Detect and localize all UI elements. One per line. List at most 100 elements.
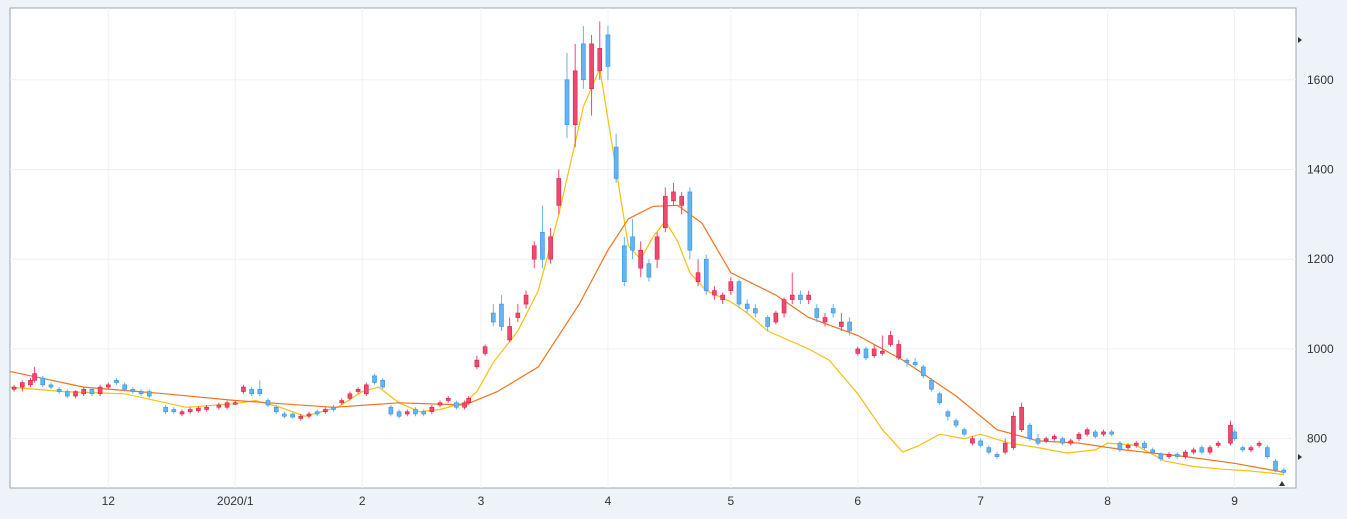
candle-body — [765, 317, 770, 327]
candle-down — [1199, 445, 1205, 455]
candle-body — [282, 413, 287, 417]
candle-down — [736, 279, 742, 309]
candle-up — [97, 384, 103, 397]
candle-up — [1191, 447, 1196, 455]
candle-body — [1035, 438, 1041, 444]
candle-body — [515, 312, 521, 318]
candle-body — [347, 393, 353, 399]
candle-up — [1125, 443, 1131, 450]
candle-body — [19, 382, 25, 388]
x-tick-label: 5 — [727, 494, 734, 508]
candle-body — [413, 409, 418, 415]
candle-up — [306, 411, 312, 419]
candle-down — [961, 427, 967, 437]
candle-up — [1043, 436, 1049, 444]
candle-up — [671, 182, 676, 206]
candle-down — [265, 398, 271, 408]
candle-body — [1228, 424, 1233, 444]
candle-down — [1174, 452, 1180, 459]
candle-body — [589, 43, 594, 90]
candle-down — [1035, 434, 1041, 446]
candle-up — [298, 413, 304, 421]
candle-down — [146, 389, 152, 399]
candle-body — [896, 344, 902, 359]
candle-down — [646, 259, 652, 282]
candle-up — [474, 355, 480, 370]
candle-body — [581, 43, 586, 81]
candle-down — [163, 405, 168, 414]
candle-body — [323, 409, 328, 413]
candle-body — [572, 70, 578, 125]
price-markers — [1279, 37, 1302, 486]
candle-up — [880, 335, 885, 356]
candle-up — [429, 405, 435, 414]
candle-down — [929, 378, 934, 392]
candle-body — [970, 438, 975, 444]
candle-body — [1240, 447, 1246, 451]
candle-up — [871, 344, 877, 358]
candle-down — [1265, 445, 1270, 459]
candle-down — [1117, 440, 1123, 453]
candle-up — [789, 272, 795, 305]
candle-up — [11, 384, 17, 392]
candle-body — [396, 411, 402, 417]
candle-down — [847, 317, 852, 336]
candle-down — [114, 378, 119, 385]
candle-down — [912, 357, 918, 367]
candle-up — [339, 398, 345, 406]
candle-body — [654, 236, 660, 260]
candle-body — [961, 429, 967, 435]
candle-body — [482, 346, 488, 354]
candle-body — [605, 34, 611, 67]
candle-up — [662, 187, 668, 233]
candle-body — [130, 389, 136, 392]
candle-up — [572, 43, 578, 148]
candle-up — [1215, 440, 1221, 448]
candle-down — [380, 378, 385, 390]
candle-body — [564, 79, 570, 125]
candle-body — [28, 380, 33, 386]
candle-body — [490, 312, 496, 323]
candle-body — [798, 294, 803, 300]
candle-body — [921, 366, 926, 377]
candle-body — [499, 303, 504, 327]
candle-body — [712, 290, 717, 296]
candle-up — [187, 407, 193, 414]
candle-up — [896, 339, 902, 361]
candle-down — [273, 405, 279, 414]
candle-body — [638, 249, 644, 269]
candle-body — [1215, 442, 1221, 446]
candle-body — [912, 362, 918, 365]
candle-down — [1109, 429, 1115, 437]
candle-body — [204, 406, 209, 410]
candle-up — [482, 344, 488, 356]
candle-body — [1248, 447, 1254, 451]
candle-up — [970, 436, 975, 446]
candle-body — [114, 380, 119, 383]
candle-down — [753, 304, 758, 318]
candle-body — [839, 321, 844, 327]
candle-down — [540, 205, 545, 269]
candle-up — [1076, 431, 1082, 441]
candle-body — [1199, 447, 1205, 453]
candle-down — [765, 315, 770, 331]
candle-down — [171, 407, 177, 414]
candle-up — [1101, 429, 1106, 437]
candle-body — [339, 400, 345, 404]
candle-body — [355, 389, 361, 392]
candle-down — [994, 452, 1000, 459]
candle-body — [880, 350, 885, 354]
candle-down — [1232, 429, 1237, 441]
candle-up — [712, 286, 717, 300]
candle-body — [73, 391, 78, 397]
candle-up — [531, 241, 537, 269]
candle-down — [257, 380, 263, 397]
candle-body — [1174, 454, 1180, 457]
candle-body — [646, 263, 652, 278]
x-tick-label: 8 — [1104, 494, 1111, 508]
candle-body — [171, 409, 177, 413]
candle-body — [179, 411, 185, 415]
candle-down — [454, 400, 459, 410]
candle-body — [679, 196, 684, 206]
